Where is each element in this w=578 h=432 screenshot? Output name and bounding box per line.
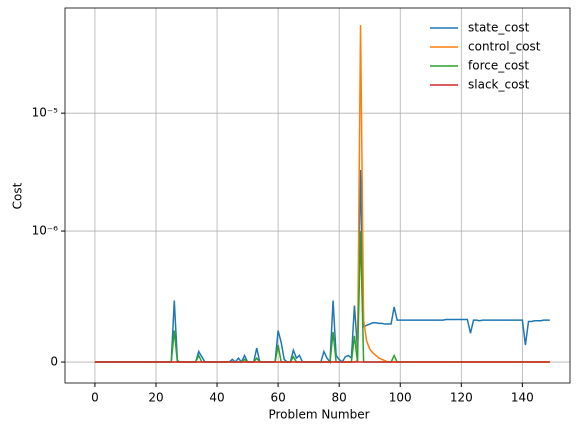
x-axis-label: Problem Number [268, 408, 369, 422]
x-tick-label: 60 [270, 391, 285, 405]
x-tick-label: 20 [148, 391, 163, 405]
legend-label: force_cost [468, 59, 529, 73]
y-axis-label: Cost [11, 182, 25, 209]
y-tick-label: 0 [50, 355, 58, 369]
x-tick-label: 80 [332, 391, 347, 405]
line-series [94, 231, 550, 363]
y-tick-label: 10⁻⁶ [32, 224, 59, 238]
x-tick-label: 120 [450, 391, 473, 405]
x-tick-label: 40 [209, 391, 224, 405]
x-tick-label: 100 [389, 391, 412, 405]
plot-frame [64, 7, 571, 384]
x-tick-label: 140 [511, 391, 534, 405]
line-series [94, 24, 550, 363]
legend-label: control_cost [468, 40, 541, 54]
line-series [94, 169, 550, 365]
x-tick-label: 0 [91, 391, 99, 405]
legend-label: slack_cost [468, 78, 530, 92]
legend-label: state_cost [468, 21, 530, 35]
y-tick-label: 10⁻⁵ [32, 106, 59, 120]
